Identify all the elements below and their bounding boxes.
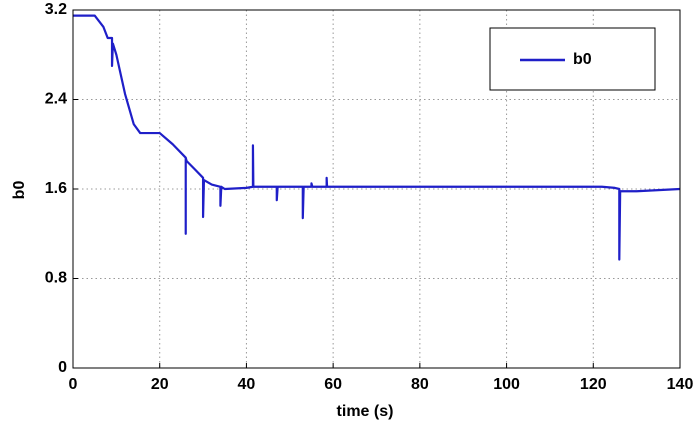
x-tick-label: 0 [69, 376, 78, 393]
x-tick-label: 20 [151, 376, 169, 393]
y-tick-label: 1.6 [45, 180, 67, 197]
y-tick-label: 3.2 [45, 1, 67, 18]
y-tick-label: 2.4 [45, 91, 67, 108]
x-tick-label: 40 [238, 376, 256, 393]
x-tick-label: 100 [493, 376, 520, 393]
y-tick-label: 0 [58, 359, 67, 376]
y-axis-label: b0 [11, 181, 28, 200]
plot-frame [72, 9, 681, 369]
legend-label: b0 [573, 51, 592, 68]
legend-box [489, 27, 656, 91]
x-tick-label: 60 [324, 376, 342, 393]
data-line [73, 14, 681, 261]
x-tick-label: 140 [667, 376, 694, 393]
x-tick-label: 120 [580, 376, 607, 393]
x-tick-label: 80 [411, 376, 429, 393]
x-axis-label: time (s) [337, 403, 394, 420]
y-tick-label: 0.8 [45, 270, 67, 287]
